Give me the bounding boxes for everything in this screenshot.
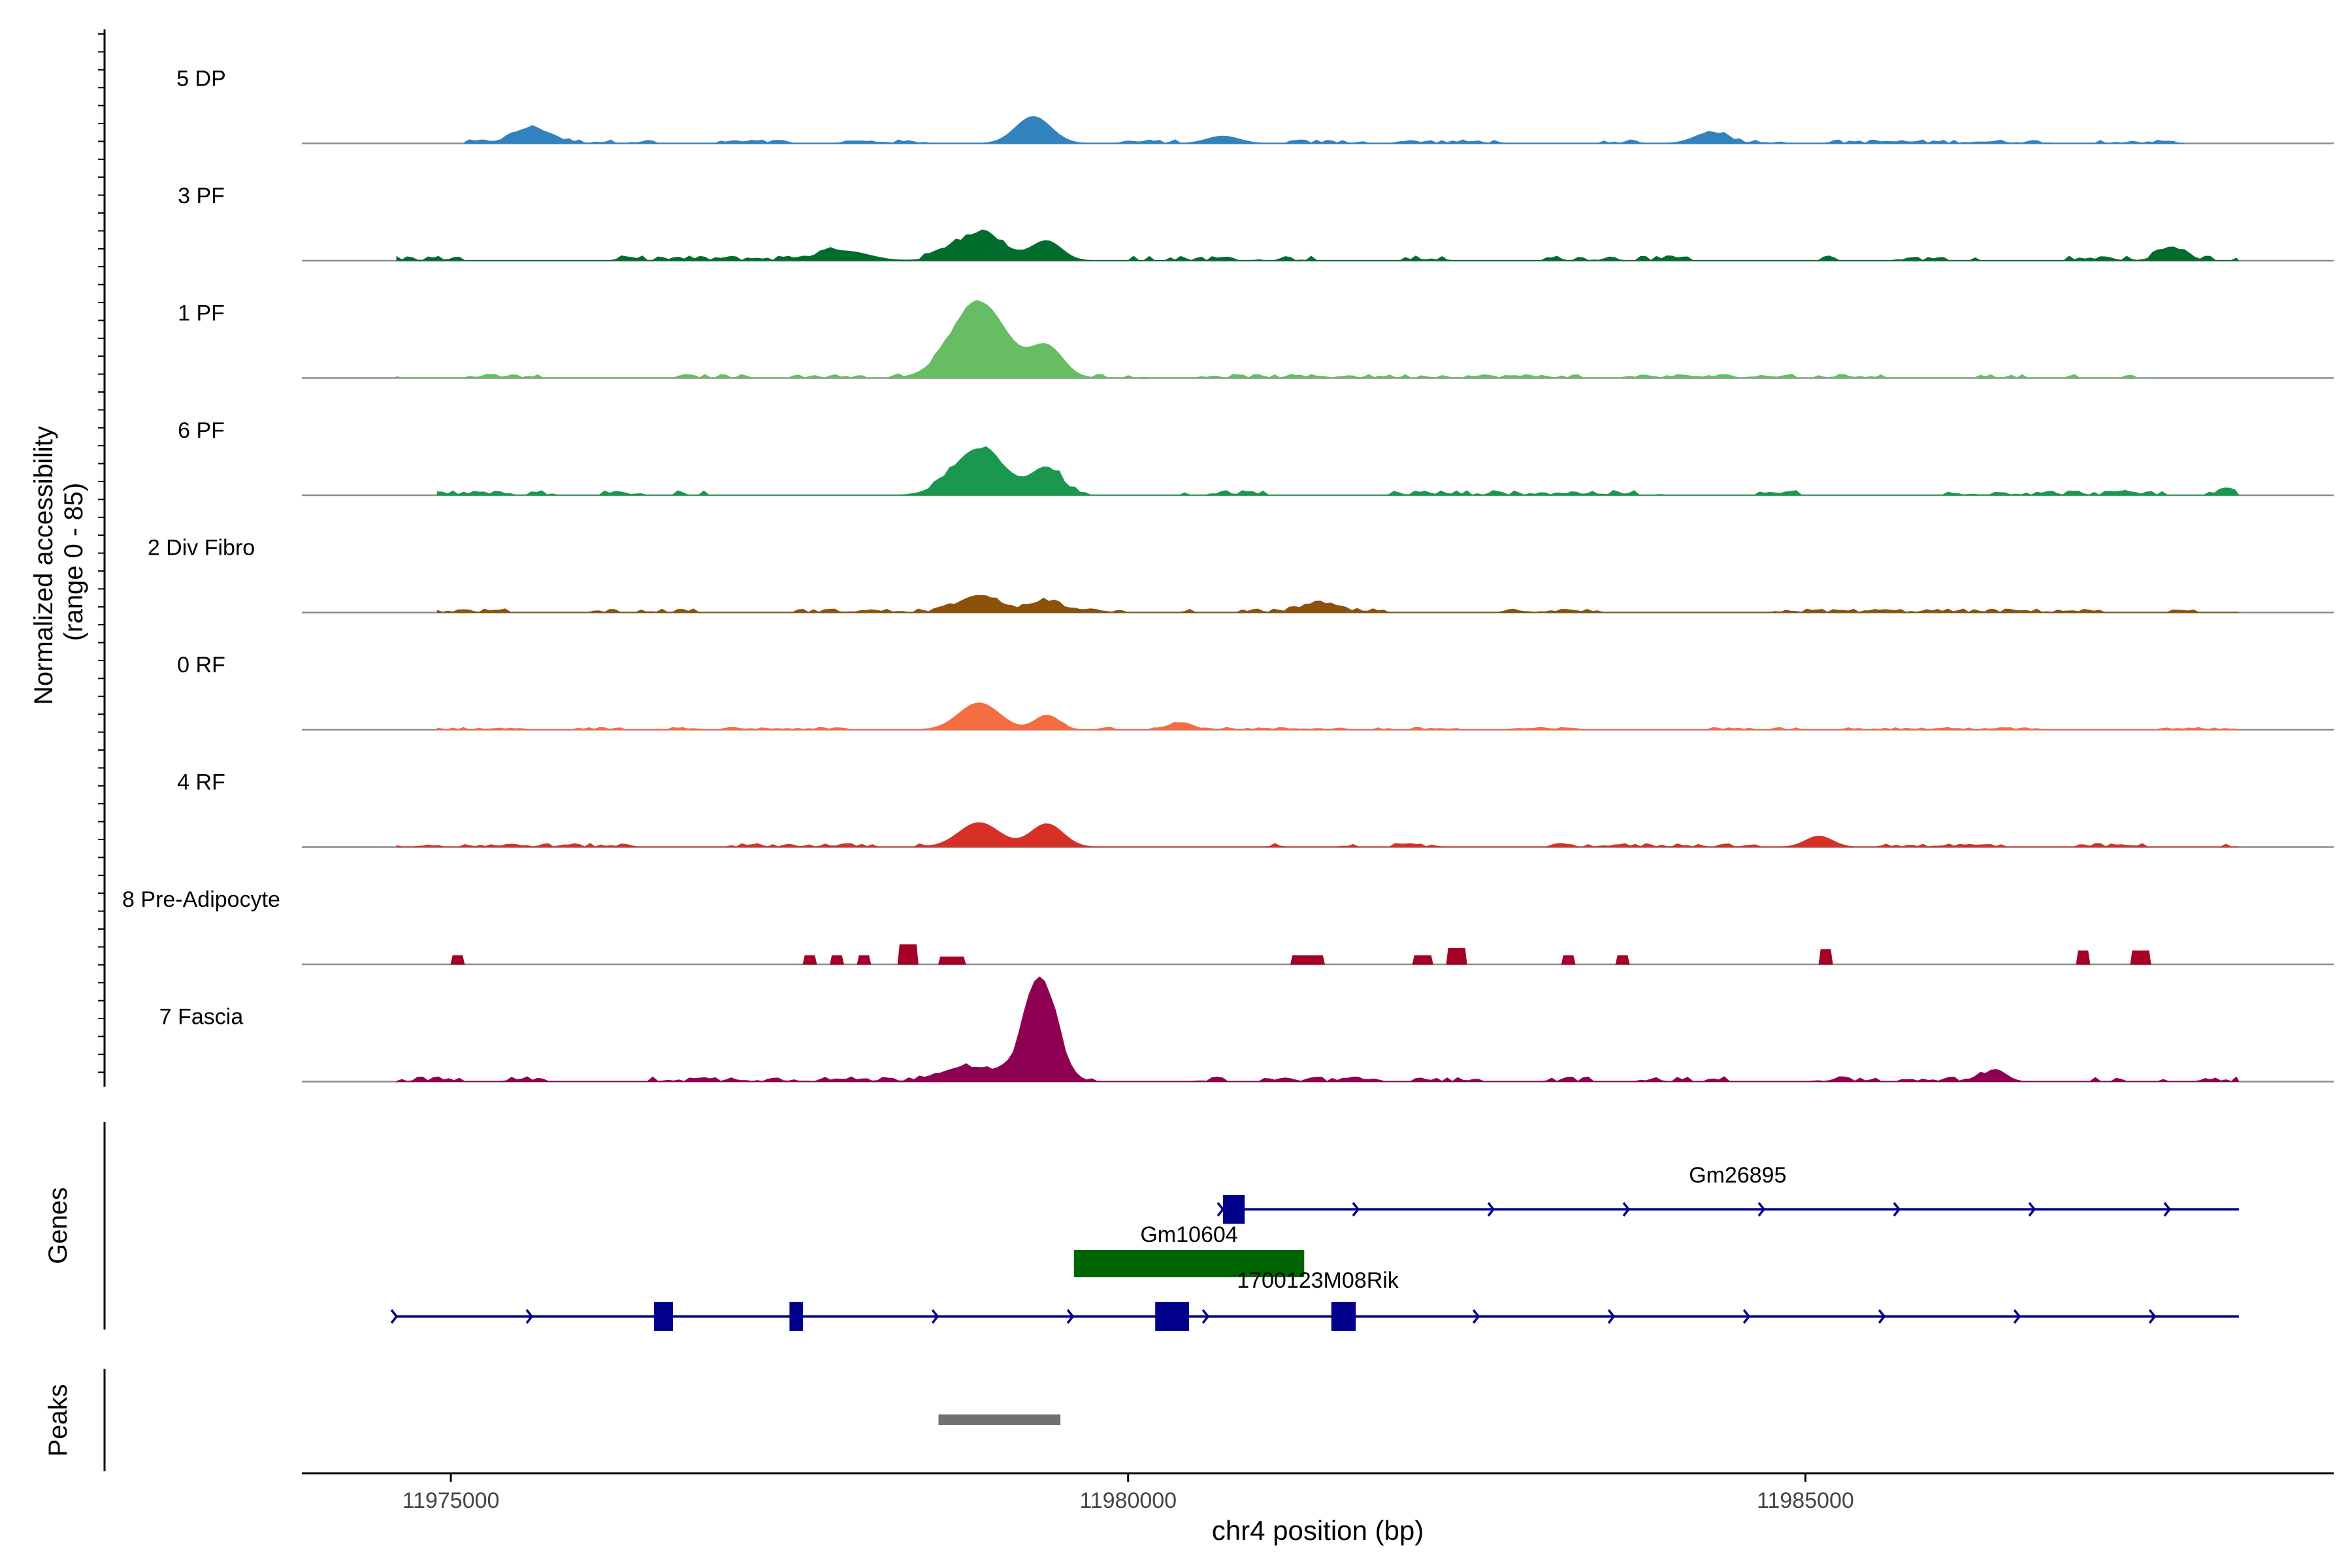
track-label: 5 DP <box>176 67 226 91</box>
coverage-area <box>436 702 2240 730</box>
coverage-y-axis <box>98 29 106 1087</box>
coverage-area <box>396 229 2240 261</box>
strand-arrow <box>1217 1201 1225 1217</box>
coverage-area <box>450 944 2151 965</box>
gene-exon <box>1155 1302 1190 1331</box>
strand-arrow <box>2163 1201 2172 1217</box>
strand-arrow <box>390 1309 399 1324</box>
track-label: 8 Pre-Adipocyte <box>122 887 280 912</box>
x-axis-ticks: 11975000 11980000 11985000 <box>402 1473 1854 1513</box>
strand-arrow <box>1893 1201 1901 1217</box>
gene-label: 1700123M08Rik <box>1237 1268 1399 1293</box>
strand-arrow <box>1742 1309 1751 1324</box>
x-tick-label: 11985000 <box>1757 1488 1854 1513</box>
track-label: 0 RF <box>177 653 225 678</box>
track-label: 6 PF <box>178 418 225 443</box>
gene-exon <box>654 1302 674 1331</box>
strand-arrow <box>1487 1201 1495 1217</box>
strand-arrow <box>1066 1309 1075 1324</box>
y-axis-title-line2: (range 0 - 85) <box>59 483 88 641</box>
coverage-area <box>436 446 2240 496</box>
peaks-track-label: Peaks <box>44 1384 73 1456</box>
gene-exon <box>789 1302 804 1331</box>
strand-arrow <box>2028 1201 2036 1217</box>
track-label: 7 Fascia <box>159 1005 244 1030</box>
strand-arrow <box>1201 1309 1210 1324</box>
x-tick-label: 11980000 <box>1079 1488 1177 1513</box>
strand-arrow <box>1607 1309 1616 1324</box>
strand-arrow <box>1472 1309 1480 1324</box>
strand-arrow <box>1878 1309 1886 1324</box>
strand-arrow <box>1352 1201 1360 1217</box>
gene-exon <box>1331 1302 1356 1331</box>
strand-arrow <box>2148 1309 2157 1324</box>
strand-arrow <box>1757 1201 1766 1217</box>
coverage-area <box>396 976 2240 1082</box>
track-label: 4 RF <box>177 770 225 795</box>
strand-arrow <box>1622 1201 1631 1217</box>
y-axis-title: Normalized accessibility (range 0 - 85) <box>29 419 88 705</box>
peak-region <box>938 1414 1061 1425</box>
track-label: 2 Div Fibro <box>148 536 255 561</box>
peaks-track <box>938 1414 1061 1425</box>
coverage-area <box>436 595 2239 613</box>
track-label: 1 PF <box>178 301 225 326</box>
coverage-tracks: 5 DP 3 PF 1 PF 6 PF 2 Div Fibro 0 RF 4 RF 8 Pre… <box>122 67 2334 1083</box>
strand-arrow <box>931 1309 939 1324</box>
y-axis-title-line1: Normalized accessibility <box>29 426 58 705</box>
gene-label: Gm26895 <box>1689 1163 1786 1188</box>
genes-track-label: Genes <box>44 1187 73 1264</box>
gene-exon <box>1222 1195 1245 1224</box>
coverage-area <box>464 116 2185 144</box>
gene-label: Gm10604 <box>1140 1222 1237 1247</box>
track-label: 3 PF <box>178 184 225 208</box>
strand-arrow <box>2013 1309 2021 1324</box>
coverage-area <box>396 300 2158 378</box>
coverage-area <box>396 822 2239 847</box>
gene-body <box>1073 1250 1305 1277</box>
x-tick-label: 11975000 <box>402 1488 500 1513</box>
strand-arrow <box>525 1309 534 1324</box>
x-axis-title: chr4 position (bp) <box>1212 1515 1424 1546</box>
